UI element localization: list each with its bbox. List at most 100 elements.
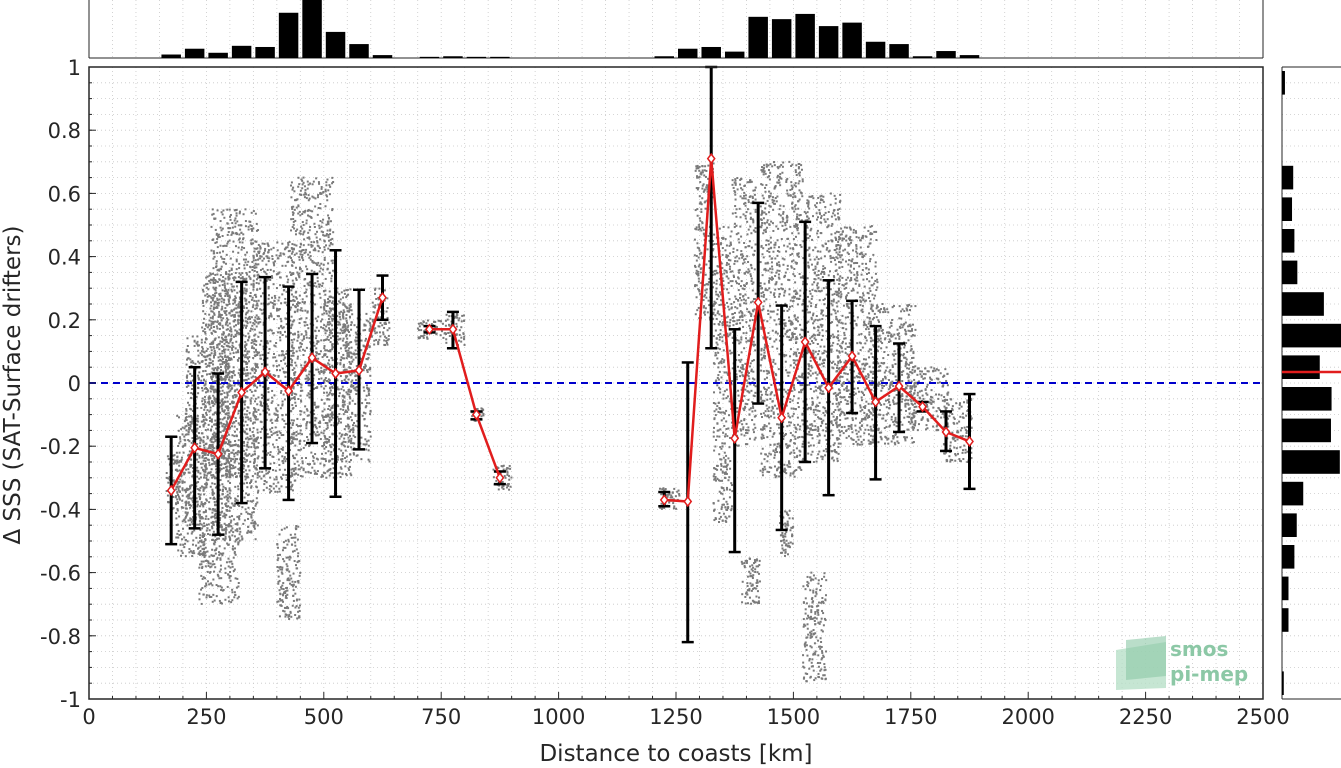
- scatter-point: [211, 488, 214, 491]
- scatter-point: [252, 433, 255, 436]
- scatter-point: [217, 304, 220, 307]
- scatter-point: [210, 297, 213, 300]
- scatter-point: [211, 493, 214, 496]
- scatter-point: [267, 294, 270, 297]
- scatter-point: [224, 598, 227, 601]
- scatter-point: [252, 279, 255, 282]
- scatter-point: [200, 516, 203, 519]
- scatter-point: [203, 524, 206, 527]
- scatter-point: [323, 434, 326, 437]
- scatter-point: [210, 331, 213, 334]
- scatter-point: [234, 459, 237, 462]
- scatter-point: [221, 449, 224, 452]
- scatter-point: [306, 310, 309, 313]
- scatter-point: [258, 475, 261, 478]
- scatter-point: [246, 263, 249, 266]
- scatter-point: [202, 593, 205, 596]
- scatter-point: [256, 403, 259, 406]
- scatter-point: [272, 352, 275, 355]
- scatter-point: [326, 304, 329, 307]
- scatter-point: [232, 380, 235, 383]
- scatter-point: [284, 539, 287, 542]
- scatter-point: [242, 441, 245, 444]
- scatter-point: [199, 497, 202, 500]
- scatter-point: [225, 361, 228, 364]
- scatter-point: [331, 343, 334, 346]
- scatter-point: [311, 210, 314, 213]
- scatter-point: [238, 210, 241, 213]
- scatter-point: [342, 337, 345, 340]
- scatter-point: [234, 333, 237, 336]
- scatter-point: [233, 552, 236, 555]
- scatter-point: [280, 571, 283, 574]
- scatter-point: [199, 545, 202, 548]
- scatter-point: [179, 478, 182, 481]
- scatter-point: [277, 557, 280, 560]
- scatter-point: [211, 238, 214, 241]
- scatter-point: [325, 427, 328, 430]
- scatter-point: [186, 524, 189, 527]
- scatter-point: [182, 444, 185, 447]
- scatter-point: [351, 379, 354, 382]
- scatter-point: [228, 322, 231, 325]
- scatter-point: [214, 419, 217, 422]
- scatter-point: [182, 451, 185, 454]
- scatter-point: [187, 357, 190, 360]
- scatter-point: [246, 372, 249, 375]
- scatter-point: [196, 452, 199, 455]
- scatter-point: [325, 184, 328, 187]
- scatter-point: [219, 497, 222, 500]
- scatter-point: [307, 284, 310, 287]
- scatter-point: [230, 467, 233, 470]
- scatter-point: [291, 585, 294, 588]
- scatter-point: [278, 579, 281, 582]
- scatter-point: [301, 183, 304, 186]
- scatter-point: [184, 442, 187, 445]
- scatter-point: [299, 309, 302, 312]
- scatter-point: [284, 317, 287, 320]
- scatter-point: [237, 383, 240, 386]
- scatter-point: [227, 378, 230, 381]
- scatter-point: [224, 442, 227, 445]
- scatter-point: [197, 354, 200, 357]
- scatter-point: [302, 469, 305, 472]
- scatter-point: [202, 576, 205, 579]
- scatter-point: [314, 303, 317, 306]
- scatter-point: [233, 435, 236, 438]
- scatter-point: [220, 511, 223, 514]
- scatter-point: [215, 233, 218, 236]
- scatter-point: [316, 280, 319, 283]
- scatter-point: [331, 412, 334, 415]
- scatter-point: [181, 488, 184, 491]
- scatter-point: [308, 378, 311, 381]
- scatter-point: [256, 491, 259, 494]
- scatter-point: [283, 606, 286, 609]
- scatter-point: [225, 413, 228, 416]
- scatter-point: [304, 251, 307, 254]
- scatter-point: [315, 334, 318, 337]
- scatter-point: [238, 423, 241, 426]
- scatter-point: [327, 298, 330, 301]
- scatter-point: [213, 349, 216, 352]
- scatter-point: [237, 357, 240, 360]
- scatter-point: [199, 352, 202, 355]
- scatter-point: [331, 394, 334, 397]
- scatter-point: [244, 299, 247, 302]
- scatter-point: [323, 307, 326, 310]
- scatter-point: [192, 379, 195, 382]
- scatter-point: [312, 456, 315, 459]
- scatter-point: [314, 416, 317, 419]
- scatter-point: [222, 301, 225, 304]
- scatter-point: [300, 333, 303, 336]
- scatter-point: [218, 545, 221, 548]
- scatter-point: [222, 423, 225, 426]
- scatter-point: [213, 288, 216, 291]
- scatter-point: [231, 222, 234, 225]
- scatter-point: [328, 474, 331, 477]
- scatter-point: [193, 552, 196, 555]
- scatter-point: [214, 486, 217, 489]
- scatter-point: [250, 341, 253, 344]
- scatter-point: [329, 453, 332, 456]
- top-hist-bar: [748, 16, 768, 58]
- scatter-point: [297, 610, 300, 613]
